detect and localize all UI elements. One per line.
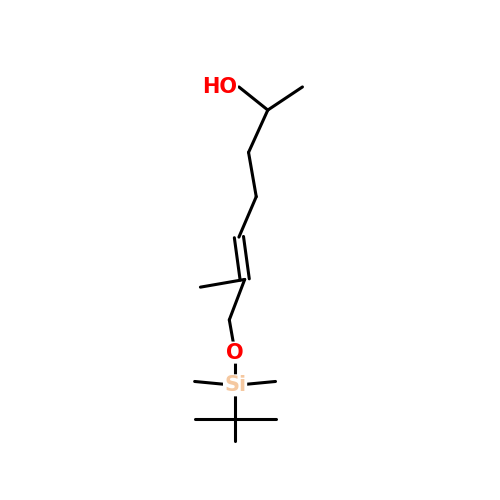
Text: HO: HO bbox=[202, 77, 237, 97]
Text: Si: Si bbox=[224, 376, 246, 396]
Text: O: O bbox=[226, 342, 244, 362]
